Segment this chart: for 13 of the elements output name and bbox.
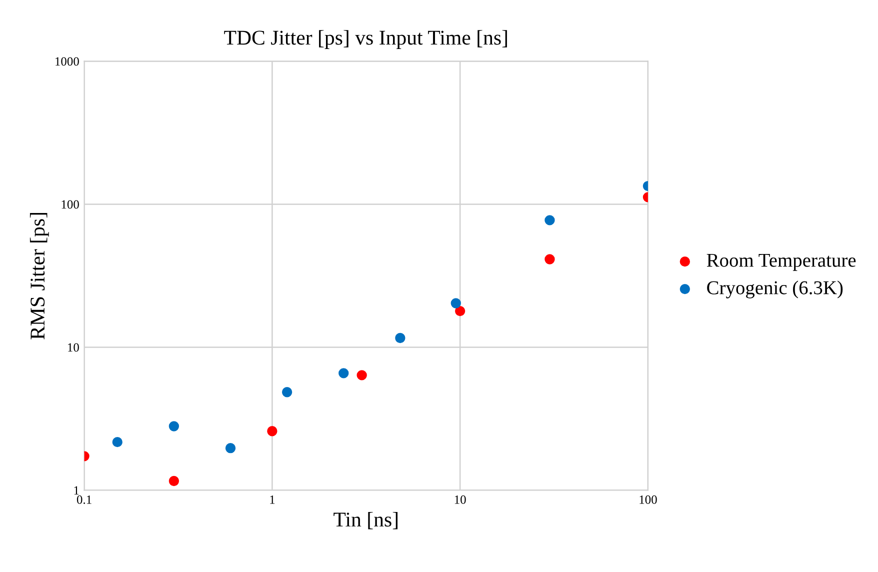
y-tick-label: 1000 (56, 57, 79, 66)
x-axis-title: Tin [ns] (334, 512, 398, 530)
y-tick-label: 100 (62, 200, 79, 209)
x-tick-label: 100 (640, 495, 657, 504)
x-tick-label: 1 (270, 495, 275, 504)
y-axis-title: RMS Jitter [ps] (30, 213, 49, 340)
chart-title: TDC Jitter [ps] vs Input Time [ns] (224, 30, 507, 49)
y-tick-label: 1 (74, 486, 79, 495)
legend-label: Cryogenic (6.3K) (707, 280, 843, 298)
x-tick-label: 0.1 (76, 495, 92, 504)
legend-label: Room Temperature (706, 254, 856, 271)
y-tick-label: 10 (68, 343, 79, 352)
x-tick-label: 10 (454, 495, 466, 504)
